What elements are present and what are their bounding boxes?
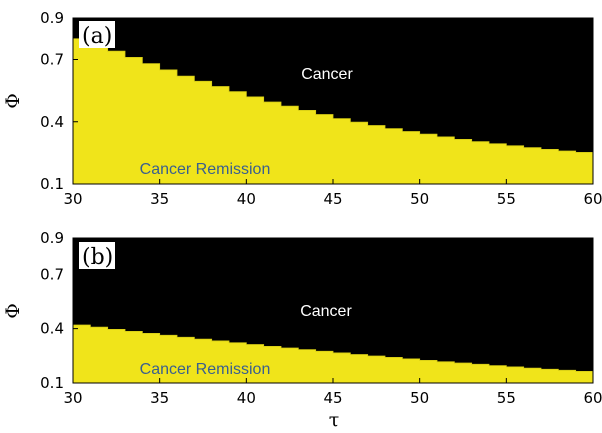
panel-a-tag-box [79,21,115,48]
panel-b-cancer-label: Cancer [300,303,352,320]
panel-b-y-tick-label: 0.4 [40,320,64,338]
panel-a: (a) Cancer Cancer Remission Φ 30 35 40 45 50… [2,9,602,208]
panel-a-y-tick-label: 0.7 [40,51,64,69]
panel-a-x-tick-label: 30 [63,190,82,208]
panel-b-x-tick-label: 60 [583,389,602,407]
panel-a-y-ticks: 0.1 0.4 0.7 0.9 [40,9,78,193]
panel-a-x-tick-label: 45 [323,190,342,208]
panel-b-y-tick-label: 0.9 [40,229,64,247]
panel-b-y-tick-label: 0.7 [40,265,64,283]
panel-a-tag: (a) [82,24,112,49]
panel-b-x-tick-label: 45 [323,389,342,407]
panel-b-x-axis-label: τ [329,409,340,431]
panel-a-x-ticks: 30 35 40 45 50 55 60 [63,179,602,208]
panel-b-y-tick-label: 0.1 [40,374,64,392]
panel-a-x-tick-label: 50 [410,190,429,208]
panel-a-x-tick-label: 55 [497,190,516,208]
panel-b-tag: (b) [82,245,113,270]
panel-b-x-tick-label: 55 [497,389,516,407]
panel-b: (b) Cancer Cancer Remission Φ τ 30 35 40 45… [2,229,602,431]
panel-b-x-tick-label: 35 [150,389,169,407]
panel-a-remission-region [73,38,593,184]
panel-a-x-tick-label: 40 [237,190,256,208]
panel-b-y-ticks: 0.1 0.4 0.7 0.9 [40,229,78,392]
panel-a-x-tick-label: 35 [150,190,169,208]
panel-a-y-tick-label: 0.9 [40,9,64,27]
panel-a-y-axis-label: Φ [2,93,24,109]
panel-b-x-tick-label: 50 [410,389,429,407]
panel-b-y-axis-label: Φ [2,303,24,319]
panel-b-x-tick-label: 30 [63,389,82,407]
panel-a-boundary-line [73,38,594,154]
panel-a-y-tick-label: 0.1 [40,175,64,193]
panel-b-tag-box [79,242,115,269]
panel-b-x-tick-label: 40 [237,389,256,407]
panel-a-remission-label: Cancer Remission [140,161,271,178]
panel-a-y-tick-label: 0.4 [40,113,64,131]
panel-b-x-ticks: 30 35 40 45 50 55 60 [63,378,602,407]
panel-b-boundary-line [73,324,594,373]
panel-b-remission-label: Cancer Remission [140,361,271,378]
panel-a-cancer-label: Cancer [301,66,353,83]
panel-a-x-tick-label: 60 [583,190,602,208]
